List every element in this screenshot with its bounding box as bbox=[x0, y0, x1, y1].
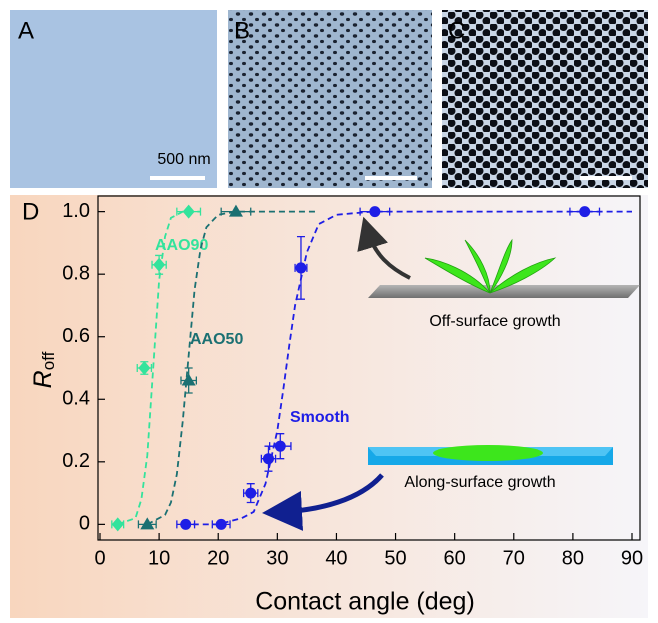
figure: A B C 500 nm Off-surface growth Along-su… bbox=[0, 0, 658, 618]
marker bbox=[275, 441, 286, 452]
marker bbox=[369, 206, 380, 217]
scale-bar bbox=[365, 176, 417, 180]
x-tick-label: 90 bbox=[621, 547, 643, 569]
panel-label: A bbox=[18, 17, 34, 44]
page: A B C 500 nm Off-surface growth Along-su… bbox=[0, 0, 658, 623]
scale-bar bbox=[150, 176, 205, 180]
panel-label: D bbox=[22, 198, 39, 225]
panel-label: B bbox=[234, 17, 250, 44]
x-tick-label: 30 bbox=[266, 547, 288, 569]
marker bbox=[245, 488, 256, 499]
marker bbox=[216, 519, 227, 530]
y-tick-label: 0 bbox=[79, 513, 90, 535]
x-tick-label: 0 bbox=[94, 547, 105, 569]
x-tick-label: 40 bbox=[325, 547, 347, 569]
x-tick-label: 80 bbox=[562, 547, 584, 569]
y-axis-label-main: R bbox=[29, 370, 57, 388]
x-axis-label: Contact angle (deg) bbox=[255, 588, 475, 616]
y-tick-label: 1.0 bbox=[62, 200, 90, 222]
annotation: Along-surface growth bbox=[404, 474, 555, 491]
x-tick-label: 70 bbox=[503, 547, 525, 569]
marker bbox=[295, 262, 306, 273]
marker bbox=[579, 206, 590, 217]
x-tick-label: 50 bbox=[384, 547, 406, 569]
scale-bar-label: 500 nm bbox=[157, 151, 210, 168]
y-tick-label: 0.8 bbox=[62, 262, 90, 284]
scale-bar bbox=[580, 176, 632, 180]
x-tick-label: 10 bbox=[148, 547, 170, 569]
panel-c-image bbox=[442, 10, 648, 188]
panel-b-image bbox=[228, 10, 432, 188]
series-label: AAO50 bbox=[190, 331, 243, 348]
marker bbox=[263, 453, 274, 464]
x-tick-label: 20 bbox=[207, 547, 229, 569]
crystal-along bbox=[433, 445, 543, 461]
y-tick-label: 0.6 bbox=[62, 325, 90, 347]
x-tick-label: 60 bbox=[444, 547, 466, 569]
annotation: Off-surface growth bbox=[429, 313, 560, 330]
panel-label: C bbox=[448, 17, 465, 44]
y-tick-label: 0.4 bbox=[62, 388, 90, 410]
series-label: Smooth bbox=[290, 409, 350, 426]
y-tick-label: 0.2 bbox=[62, 450, 90, 472]
y-axis-label-sub: off bbox=[39, 351, 58, 370]
series-label: AAO90 bbox=[155, 237, 208, 254]
marker bbox=[180, 519, 191, 530]
